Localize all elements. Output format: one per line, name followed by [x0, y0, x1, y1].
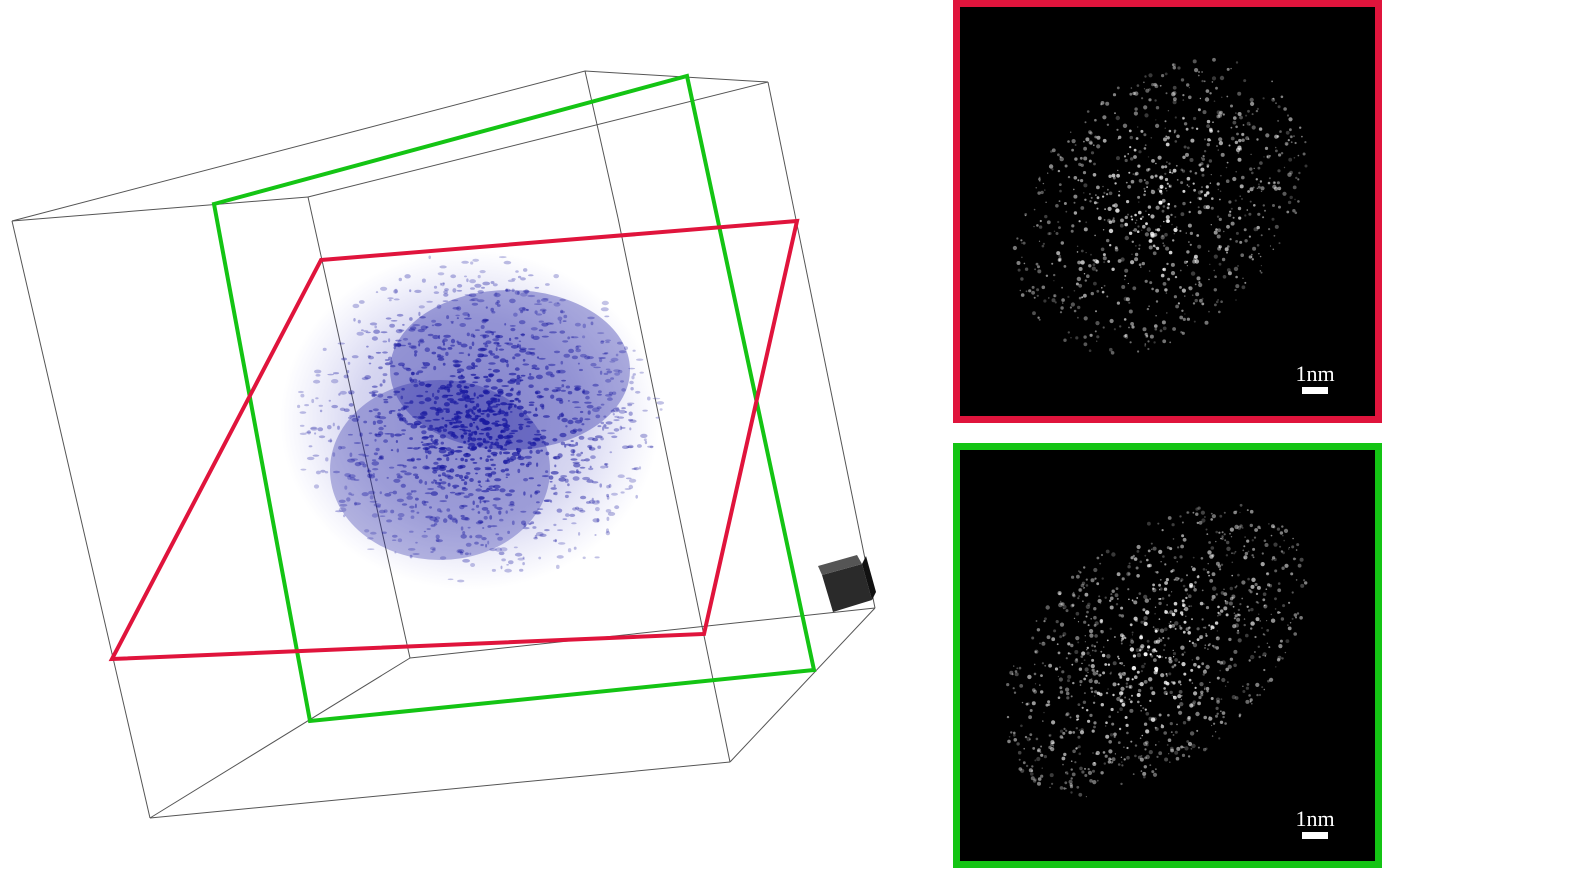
green-slice-plane [211, 73, 817, 724]
scale-bar-line [1302, 387, 1328, 394]
scale-bar-label: 1nm [1295, 806, 1335, 831]
red-slice-image [1012, 57, 1308, 355]
scale-bar: 1nm [1285, 808, 1345, 839]
red-slice-plane [108, 218, 800, 662]
red-slice-panel: 1nm [953, 0, 1382, 423]
density-cloud [280, 250, 665, 590]
green-slice-panel: 1nm [953, 443, 1382, 868]
scale-bar-label: 1nm [1295, 361, 1335, 386]
orientation-cube-icon [818, 555, 876, 612]
scale-bar-line [1302, 832, 1328, 839]
green-slice-image [1006, 503, 1308, 798]
scale-bar: 1nm [1285, 363, 1345, 394]
